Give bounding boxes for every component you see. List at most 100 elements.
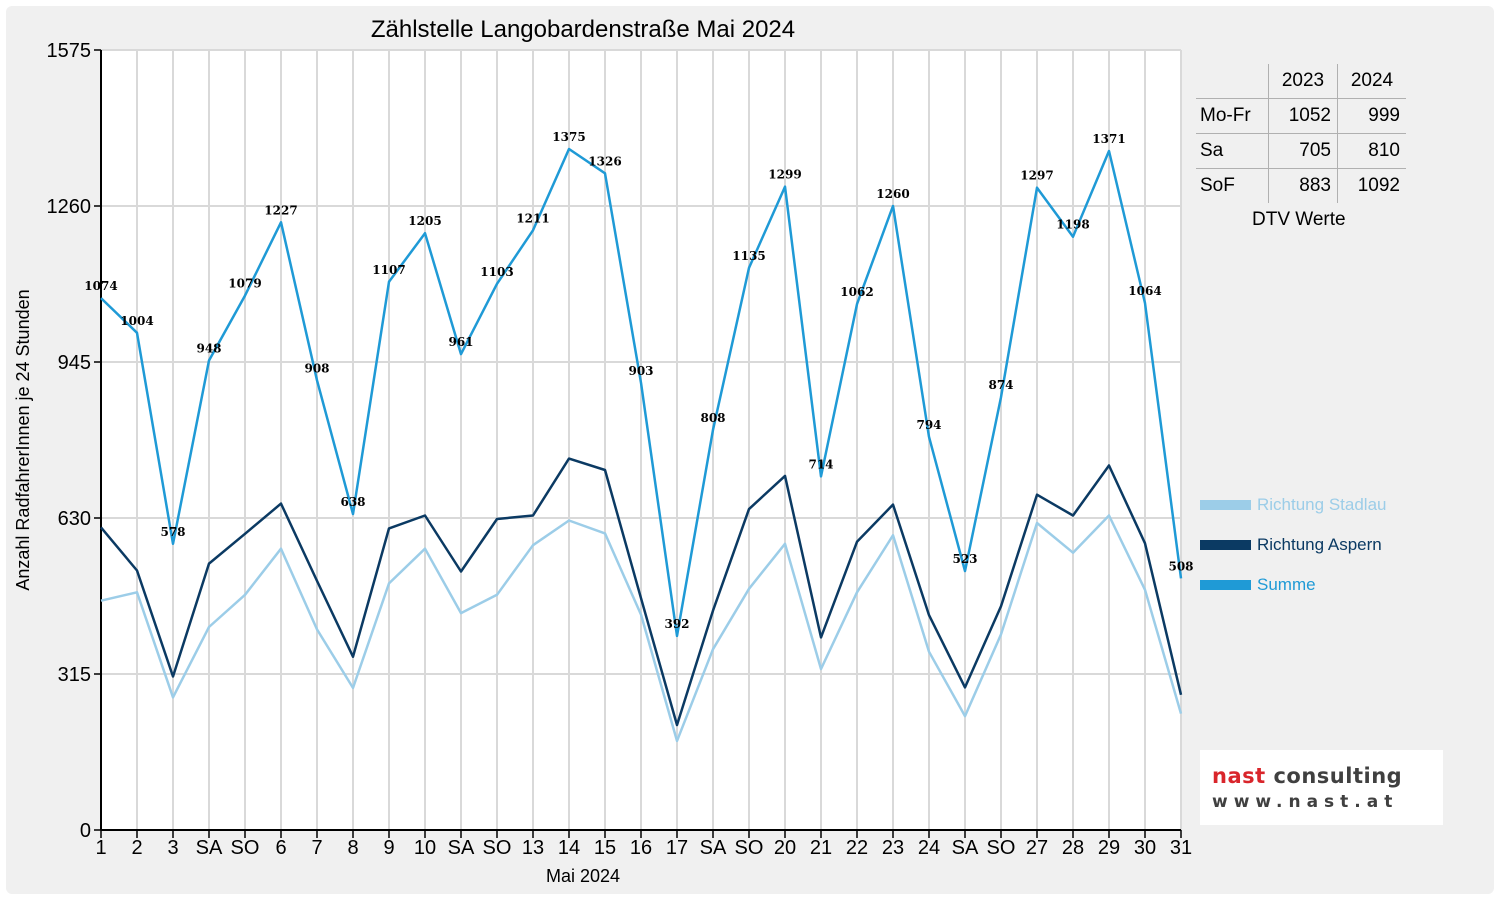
- legend-swatch: [1200, 500, 1251, 510]
- x-tick-label: 17: [666, 837, 688, 859]
- dtv-table: 2023 2024 Mo-Fr 1052 999 Sa 705 810 SoF …: [1196, 64, 1406, 203]
- dtv-cell: 810: [1337, 133, 1406, 169]
- x-tick-label: 13: [522, 837, 544, 859]
- grid-lines: [101, 49, 1182, 830]
- data-label: 1062: [840, 285, 873, 299]
- x-tick-label: SA: [196, 837, 223, 859]
- data-label: 903: [628, 364, 653, 378]
- dtv-cell: 883: [1268, 168, 1338, 203]
- x-tick-label: 14: [558, 837, 580, 859]
- dtv-header-2023: 2023: [1268, 64, 1338, 99]
- dtv-row-label: Mo-Fr: [1196, 98, 1269, 134]
- x-tick-label: 30: [1134, 837, 1156, 859]
- x-tick-label: 16: [630, 837, 652, 859]
- nast-consulting-logo: nast consulting www.nast.at: [1200, 750, 1443, 825]
- data-label: 874: [988, 378, 1013, 392]
- dtv-cell: 705: [1268, 133, 1338, 169]
- data-label: 1205: [408, 214, 441, 228]
- series-line-richtung-stadlau: [100, 514, 1183, 743]
- dtv-caption: DTV Werte: [1252, 209, 1346, 230]
- data-label: 948: [196, 342, 221, 356]
- data-label: 1198: [1056, 218, 1089, 232]
- x-tick-label: SO: [735, 837, 764, 859]
- series-lines: [100, 147, 1183, 743]
- x-tick-label: 3: [167, 837, 178, 859]
- data-label: 523: [952, 552, 977, 566]
- x-tick-label: SA: [700, 837, 727, 859]
- data-label: 1326: [588, 154, 621, 168]
- x-axis-label: Mai 2024: [546, 866, 620, 886]
- x-tick-label: 9: [383, 837, 394, 859]
- x-tick-label: SO: [483, 837, 512, 859]
- data-label: 1297: [1020, 169, 1053, 183]
- data-label: 578: [160, 525, 185, 539]
- legend-label: Richtung Stadlau: [1257, 495, 1387, 514]
- axes: [94, 49, 1182, 838]
- data-label: 714: [808, 457, 833, 471]
- dtv-cell: 999: [1337, 98, 1406, 134]
- data-label: 392: [664, 617, 689, 631]
- x-tick-label: 7: [311, 837, 322, 859]
- x-tick-label: 6: [275, 837, 286, 859]
- x-tick-label: 23: [882, 837, 904, 859]
- legend-swatch: [1200, 540, 1251, 550]
- data-label: 1064: [1128, 284, 1161, 298]
- x-tick-label: 28: [1062, 837, 1084, 859]
- x-tick-label: 2: [131, 837, 142, 859]
- data-label: 1079: [228, 277, 261, 291]
- data-labels: 1074 1004 578 948 1079 1227 908 638 1107 1205 961 1…: [84, 130, 1193, 631]
- x-tick-label: 20: [774, 837, 796, 859]
- data-label: 1299: [768, 168, 801, 182]
- data-label: 1375: [552, 130, 585, 144]
- dtv-cell: 1092: [1337, 168, 1406, 203]
- y-tick-label: 1575: [47, 40, 92, 62]
- legend-label: Richtung Aspern: [1257, 535, 1382, 554]
- legend-item-summe: Summe: [1200, 574, 1316, 596]
- x-tick-label: SO: [987, 837, 1016, 859]
- legend-label: Summe: [1257, 575, 1316, 594]
- y-tick-label: 630: [58, 508, 91, 530]
- legend-item-stadlau: Richtung Stadlau: [1200, 494, 1386, 516]
- data-label: 1107: [372, 263, 405, 277]
- x-tick-label: 29: [1098, 837, 1120, 859]
- data-label: 908: [304, 361, 329, 375]
- data-label: 808: [700, 411, 725, 425]
- x-tick-label: SA: [448, 837, 475, 859]
- x-tick-label: 24: [918, 837, 940, 859]
- data-label: 961: [448, 335, 473, 349]
- x-tick-label: 22: [846, 837, 868, 859]
- data-label: 638: [340, 495, 365, 509]
- data-label: 1371: [1092, 132, 1125, 146]
- data-label: 794: [916, 418, 941, 432]
- data-label: 508: [1168, 559, 1193, 573]
- logo-wordmark: nast consulting: [1212, 764, 1403, 788]
- x-tick-label: 27: [1026, 837, 1048, 859]
- logo-url: www.nast.at: [1212, 792, 1399, 812]
- dtv-row-label: Sa: [1196, 133, 1269, 169]
- data-label: 1074: [84, 279, 117, 293]
- y-tick-label: 0: [80, 820, 91, 842]
- x-tick-label: 21: [810, 837, 832, 859]
- legend-swatch: [1200, 580, 1251, 590]
- x-tick-label: 31: [1170, 837, 1192, 859]
- y-tick-label: 945: [58, 352, 91, 374]
- y-tick-label: 1260: [47, 196, 92, 218]
- x-tick-label: 1: [95, 837, 106, 859]
- series-line-summe: [100, 147, 1183, 638]
- dtv-cell: 1052: [1268, 98, 1338, 134]
- x-tick-label: 15: [594, 837, 616, 859]
- data-label: 1135: [732, 249, 765, 263]
- data-label: 1004: [120, 314, 153, 328]
- chart-title: Zählstelle Langobardenstraße Mai 2024: [371, 16, 795, 43]
- series-line-richtung-aspern: [100, 457, 1183, 727]
- data-label: 1103: [480, 265, 513, 279]
- dtv-row-label: SoF: [1196, 168, 1269, 203]
- data-label: 1260: [876, 187, 909, 201]
- data-label: 1211: [516, 211, 549, 225]
- data-label: 1227: [264, 203, 297, 217]
- dtv-header-2024: 2024: [1337, 64, 1406, 99]
- y-axis-label: Anzahl RadfahrerInnen je 24 Stunden: [13, 289, 33, 590]
- x-tick-label: 8: [347, 837, 358, 859]
